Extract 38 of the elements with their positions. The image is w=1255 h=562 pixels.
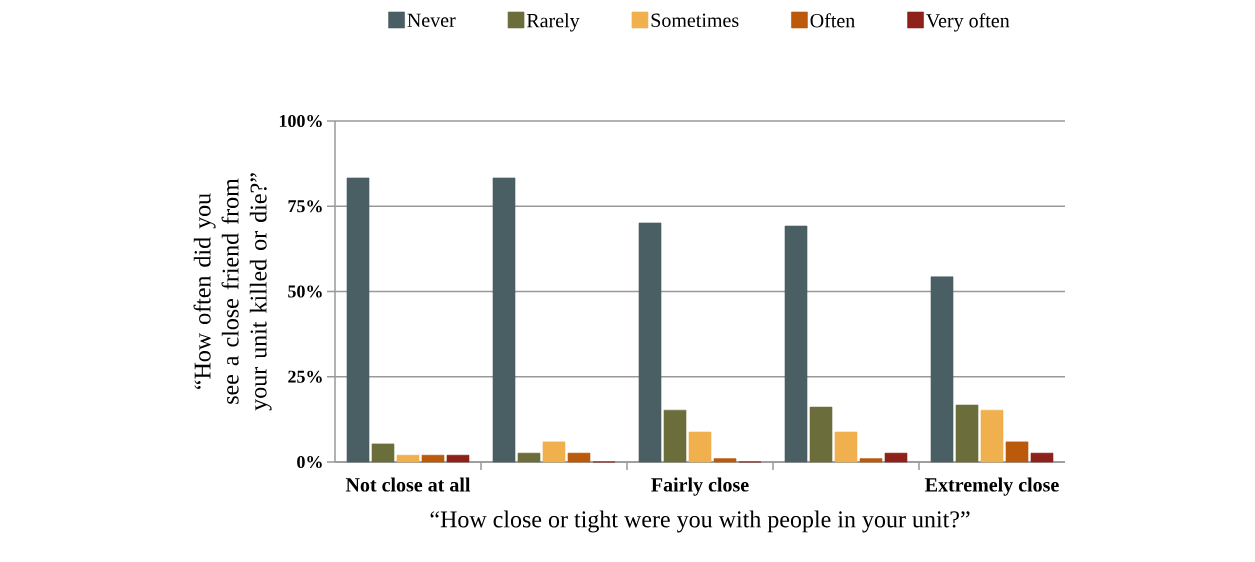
bar bbox=[809, 406, 833, 463]
bar bbox=[492, 177, 516, 463]
y-tick-label: 75% bbox=[288, 200, 322, 213]
x-tick-label: Not close at all bbox=[345, 477, 471, 492]
bar bbox=[371, 443, 395, 463]
bar bbox=[1005, 441, 1029, 463]
y-axis-title: “How often did you see a close friend from your unit killed or die?” bbox=[193, 173, 272, 411]
bar bbox=[955, 404, 979, 463]
bar bbox=[859, 458, 883, 463]
bar bbox=[346, 177, 370, 463]
y-tick-label: 100% bbox=[279, 114, 322, 128]
bar bbox=[884, 452, 908, 463]
legend-label: Rarely bbox=[526, 13, 580, 32]
x-tick-label: Extremely close bbox=[925, 477, 1059, 496]
bar bbox=[567, 452, 591, 463]
bar bbox=[930, 276, 954, 463]
bar bbox=[663, 409, 687, 463]
bar bbox=[784, 225, 808, 463]
bar bbox=[688, 431, 712, 463]
y-tick-label: 25% bbox=[288, 370, 322, 383]
bar bbox=[396, 454, 420, 463]
bar bbox=[834, 431, 858, 463]
legend-label: Never bbox=[407, 13, 456, 27]
bar bbox=[542, 441, 566, 463]
x-axis-title: “How close or tight were you with people in your unit?” bbox=[430, 510, 970, 533]
bar bbox=[446, 454, 470, 463]
y-tick-label: 50% bbox=[288, 285, 322, 298]
bar bbox=[638, 222, 662, 463]
legend-label: Very often bbox=[926, 13, 1010, 32]
x-tick-label: Fairly close bbox=[651, 477, 749, 496]
bar bbox=[421, 454, 445, 463]
bar bbox=[713, 458, 737, 463]
legend-label: Often bbox=[810, 13, 855, 28]
bar bbox=[517, 452, 541, 463]
bar bbox=[980, 409, 1004, 463]
legend-label: Sometimes bbox=[651, 13, 739, 28]
y-tick-label: 0% bbox=[297, 455, 322, 469]
bar bbox=[1030, 452, 1054, 463]
